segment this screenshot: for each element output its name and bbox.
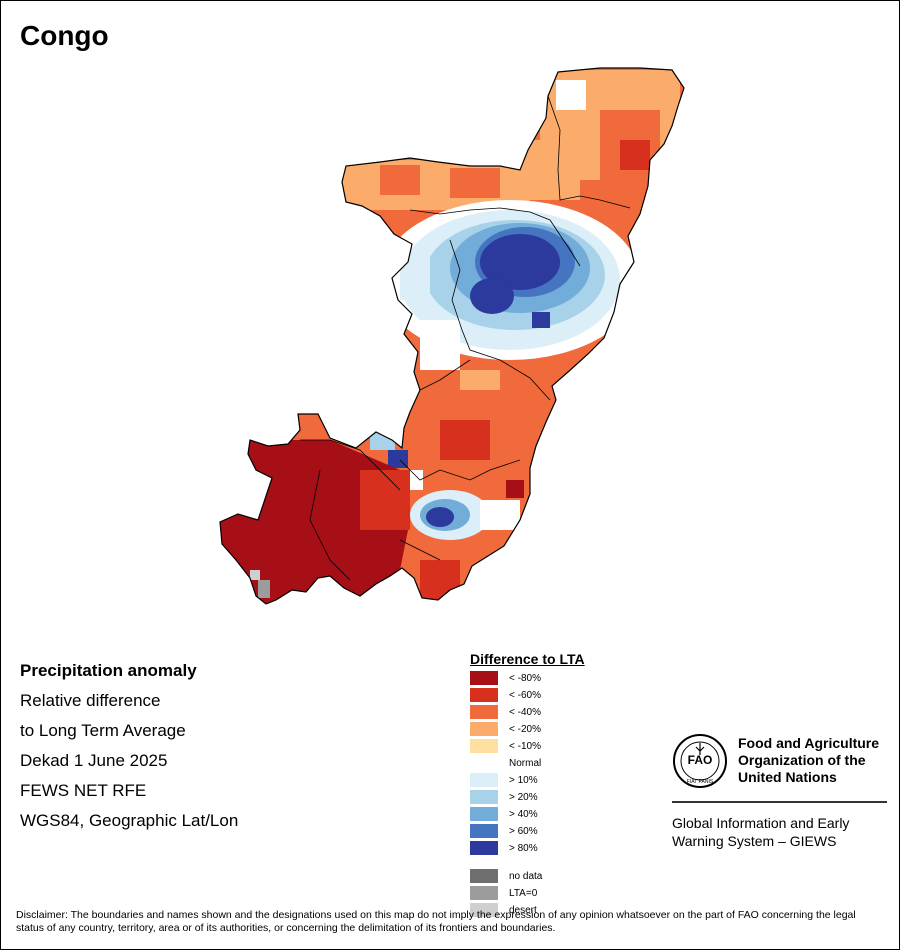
legend-label: > 10%	[509, 774, 538, 786]
legend-label: < -10%	[509, 740, 541, 752]
legend-label: > 60%	[509, 825, 538, 837]
legend-label: no data	[509, 870, 543, 882]
legend-swatch	[470, 773, 498, 787]
legend-item-mask-2: desert	[470, 903, 537, 917]
legend-label: LTA=0	[509, 887, 538, 899]
fao-name-line: Food and Agriculture	[738, 735, 880, 751]
info-product: Precipitation anomaly	[20, 661, 197, 680]
legend-item-class-1: < -60%	[470, 688, 541, 702]
anomaly-raster	[220, 68, 684, 604]
info-metric: Relative difference	[20, 691, 161, 710]
legend-label: desert	[509, 904, 537, 916]
giews-line: Warning System – GIEWS	[672, 833, 837, 849]
legend-item-class-8: > 40%	[470, 807, 538, 821]
legend-label: > 80%	[509, 842, 538, 854]
legend-swatch	[470, 671, 498, 685]
fao-name-line: United Nations	[738, 769, 837, 785]
map-title: Congo	[20, 20, 109, 51]
legend-label: < -60%	[509, 689, 541, 701]
map-info: Precipitation anomaly Relative differenc…	[20, 656, 238, 836]
legend-swatch	[470, 739, 498, 753]
legend-label: < -40%	[509, 706, 541, 718]
legend-item-mask-0: no data	[470, 869, 542, 883]
legend-swatch	[470, 756, 498, 770]
legend-label: > 40%	[509, 808, 538, 820]
legend-swatch	[470, 824, 498, 838]
legend-swatch	[470, 722, 498, 736]
info-source: FEWS NET RFE	[20, 781, 147, 800]
legend-item-class-5: Normal	[470, 756, 541, 770]
legend-label: Normal	[509, 757, 542, 769]
legend: Difference to LTA < -80% < -60% < -40% < -2…	[470, 651, 670, 917]
giews-name: Global Information and Early Warning Sys…	[672, 814, 892, 850]
fao-name: Food and Agriculture Organization of the…	[738, 735, 898, 786]
legend-swatch	[470, 903, 498, 917]
legend-swatch	[470, 807, 498, 821]
legend-swatch	[470, 841, 498, 855]
legend-swatch	[470, 705, 498, 719]
legend-swatch	[470, 886, 498, 900]
svg-text:FIAT PANIS: FIAT PANIS	[687, 779, 714, 785]
legend-item-class-9: > 60%	[470, 824, 538, 838]
admin-boundaries	[300, 95, 631, 581]
legend-swatch	[470, 869, 498, 883]
legend-title: Difference to LTA	[470, 651, 585, 667]
legend-item-mask-1: LTA=0	[470, 886, 537, 900]
legend-item-class-4: < -10%	[470, 739, 541, 753]
disclaimer: Disclaimer: The boundaries and names sho…	[16, 909, 856, 934]
legend-item-class-6: > 10%	[470, 773, 538, 787]
legend-label: > 20%	[509, 791, 538, 803]
info-projection: WGS84, Geographic Lat/Lon	[20, 811, 239, 830]
legend-item-class-0: < -80%	[470, 671, 541, 685]
legend-item-class-3: < -20%	[470, 722, 541, 736]
fao-logo-icon: FAO FIAT PANIS	[673, 734, 727, 788]
legend-item-class-7: > 20%	[470, 790, 538, 804]
legend-swatch	[470, 688, 498, 702]
giews-line: Global Information and Early	[672, 815, 850, 831]
svg-text:FAO: FAO	[688, 753, 713, 767]
legend-item-class-10: > 80%	[470, 841, 538, 855]
fao-name-line: Organization of the	[738, 752, 866, 768]
legend-label: < -80%	[509, 672, 541, 684]
anomaly-map	[219, 67, 685, 605]
info-metric-2: to Long Term Average	[20, 721, 186, 740]
legend-item-class-2: < -40%	[470, 705, 541, 719]
info-period: Dekad 1 June 2025	[20, 751, 168, 770]
legend-swatch	[470, 790, 498, 804]
legend-label: < -20%	[509, 723, 541, 735]
fao-divider	[672, 801, 887, 803]
